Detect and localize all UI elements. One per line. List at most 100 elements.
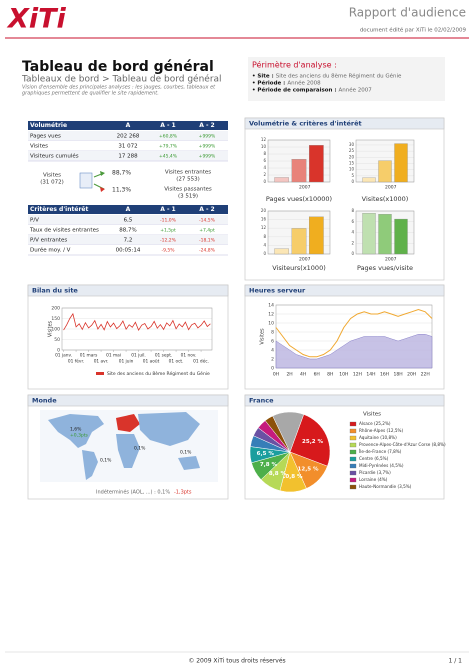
legend-text: Haute-Normandie (3,5%): [359, 484, 412, 489]
scope-label: • Période :: [252, 80, 285, 87]
table-cell: +7,4pt: [199, 228, 215, 234]
table-header: [28, 121, 228, 130]
table-cell: 6,5: [124, 218, 133, 224]
scope-value: Année 2007: [339, 87, 373, 94]
y-tick-label: 0: [57, 348, 60, 354]
y-tick-label: 5: [351, 173, 354, 178]
legend-swatch: [349, 421, 357, 427]
table-header-cell: A - 2: [199, 206, 215, 213]
x-tick-label: 6H: [314, 372, 320, 378]
y-tick-label: 0: [263, 251, 266, 256]
legend-text: Alsace (25,2%): [359, 421, 391, 426]
slice-label: 25,2 %: [302, 439, 323, 445]
visits-count: (27 553): [176, 177, 200, 183]
x-tick-label: 0H: [273, 372, 279, 378]
icon-page: [79, 172, 93, 189]
panel-header: [244, 394, 445, 407]
x-label: 2007: [299, 185, 311, 191]
north-america: [48, 414, 104, 448]
table-header-cell: A: [126, 122, 131, 129]
panel-title: Heures serveur: [249, 287, 306, 295]
table-cell: Pages vues: [30, 134, 61, 140]
slice-label: 8,8 %: [269, 471, 287, 477]
table-cell: +999%: [199, 154, 216, 160]
bar: [362, 212, 376, 255]
x-tick-label: 22H: [421, 372, 430, 378]
table-row: [28, 141, 228, 151]
legend-text: Lorraine (4%): [359, 477, 388, 482]
south-america: [82, 450, 98, 480]
y-tick-label: 8: [351, 208, 354, 213]
panel-header: [244, 284, 445, 297]
table-header-cell: A - 1: [160, 122, 176, 129]
y-tick-label: 14: [268, 303, 274, 309]
legend-text: Rhône-Alpes (12,5%): [359, 428, 403, 433]
table-row: [28, 215, 228, 225]
x-tick-label: 01 mai: [106, 353, 121, 359]
table-cell: 31 072: [118, 144, 137, 150]
bar: [394, 143, 408, 183]
panel-title: France: [249, 397, 274, 405]
y-axis-label: Visites: [48, 320, 54, 337]
x-tick-label: 01 avr.: [94, 359, 109, 365]
x-label: 2007: [385, 185, 397, 191]
x-tick-label: 01 janv.: [55, 353, 72, 359]
table-row: [28, 245, 228, 255]
legend-swatch: [349, 428, 357, 434]
table-cell: 202 268: [117, 134, 140, 140]
x-label: 2007: [299, 257, 311, 263]
table-cell: 00:05:14: [116, 248, 141, 254]
bar: [291, 159, 307, 183]
x-tick-label: 01 oct.: [169, 359, 184, 365]
y-tick-label: 4: [271, 348, 274, 354]
map-label: 0,1%: [100, 458, 112, 464]
y-tick-label: 25: [349, 148, 355, 153]
world-map: [40, 410, 218, 482]
plot-frame: [61, 307, 213, 351]
table-header-cell: Volumétrie: [30, 122, 67, 129]
table-cell: -9,5%: [161, 248, 175, 254]
y-tick-label: 8: [263, 234, 266, 239]
bar: [309, 145, 324, 183]
y-tick-label: 4: [263, 242, 266, 247]
x-tick-label: 12H: [353, 372, 362, 378]
x-tick-label: 16H: [380, 372, 389, 378]
y-tick-label: 15: [349, 160, 355, 165]
table-cell: 17 288: [118, 154, 138, 160]
table-header: [28, 205, 228, 214]
map-label: 0,1%: [180, 450, 192, 456]
y-tick-label: 150: [51, 316, 60, 322]
copyright: © 2009 XiTi tous droits réservés: [188, 658, 285, 665]
asia: [138, 412, 200, 446]
report-subtitle: document édité par XiTi le 02/02/2009: [360, 27, 467, 34]
legend-text: Midi-Pyrénées (4,5%): [359, 463, 404, 468]
scope-title: Périmètre d'analyse :: [252, 60, 337, 70]
x-tick-label: 18H: [394, 372, 403, 378]
y-tick-label: 4: [351, 230, 354, 235]
y-tick-label: 100: [51, 327, 60, 333]
slice-label: 6,5 %: [257, 451, 275, 457]
visits-pct: 88,7%: [112, 170, 131, 177]
panel-header: [27, 284, 229, 297]
bar: [362, 177, 376, 183]
bar: [291, 228, 307, 255]
table-cell: P/V: [30, 218, 39, 224]
x-tick-label: 14H: [366, 372, 375, 378]
bar: [309, 216, 324, 255]
bar: [394, 218, 408, 255]
x-label: 2007: [385, 257, 397, 263]
table-cell: +45,4%: [159, 154, 178, 160]
y-tick-label: 6: [263, 158, 266, 163]
table-header-cell: A: [126, 206, 131, 213]
logo: XiTi: [6, 4, 66, 35]
legend-text: Île-de-France (7,8%): [359, 449, 402, 454]
slice-label: 12,5 %: [298, 466, 319, 472]
table-cell: 88,7%: [119, 228, 136, 234]
y-tick-label: 2: [271, 357, 274, 363]
bar: [274, 177, 289, 183]
panel-header: [244, 117, 445, 130]
x-tick-label: 01 déc.: [193, 358, 209, 365]
panel-title: Bilan du site: [32, 287, 78, 295]
arrow-head: [100, 187, 105, 192]
